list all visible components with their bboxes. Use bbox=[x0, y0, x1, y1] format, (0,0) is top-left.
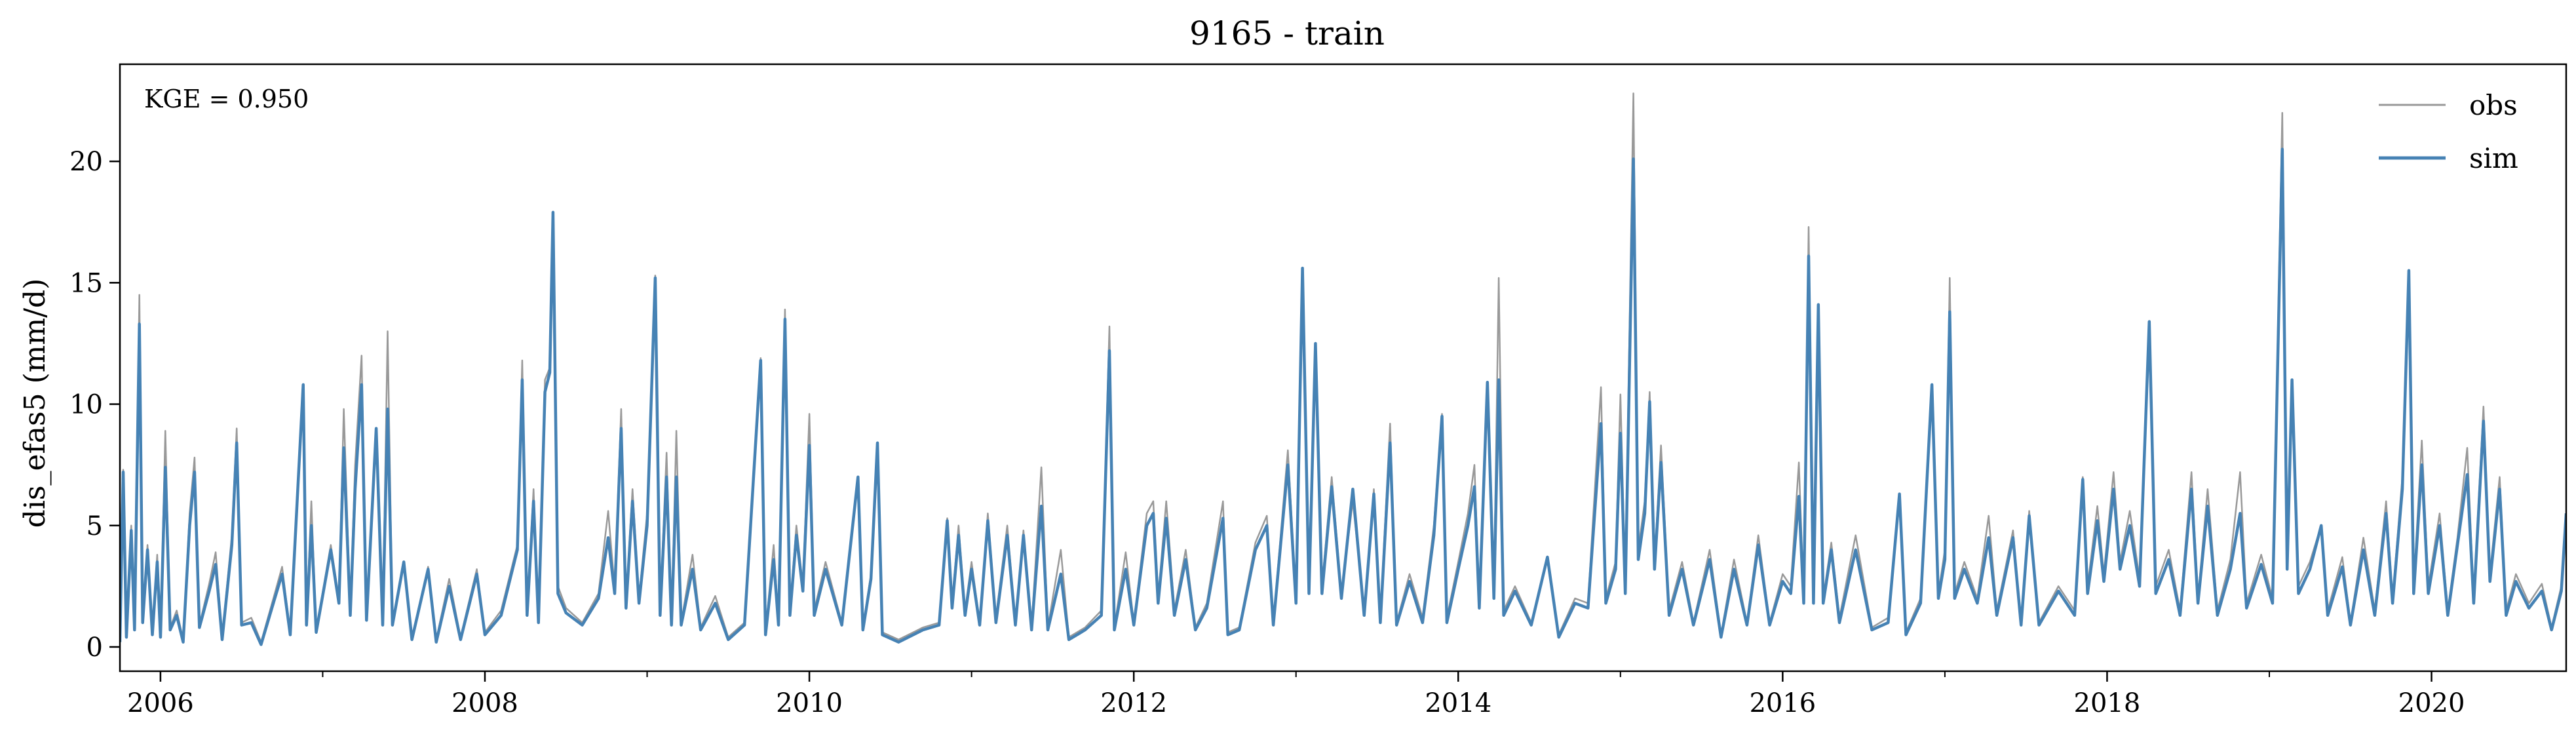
x-tick-label: 2014 bbox=[1425, 688, 1491, 718]
chart-title: 9165 - train bbox=[1189, 14, 1385, 52]
y-axis: 0 5 10 15 20 bbox=[69, 147, 120, 663]
kge-annotation: KGE = 0.950 bbox=[144, 85, 309, 113]
x-tick-label: 2016 bbox=[1749, 688, 1816, 718]
y-axis-label: dis_efas5 (mm/d) bbox=[18, 279, 52, 528]
series-layer bbox=[120, 92, 2566, 646]
legend: obs sim bbox=[2379, 89, 2518, 174]
legend-label-obs: obs bbox=[2469, 89, 2518, 121]
y-tick-label: 20 bbox=[69, 147, 103, 177]
plot-area: 2006 2008 2010 2012 2014 2016 2018 2020 0 5 10 15 2… bbox=[69, 63, 2567, 718]
x-tick-label: 2018 bbox=[2074, 688, 2141, 718]
plot-frame bbox=[119, 63, 2567, 673]
series-line-sim bbox=[120, 147, 2566, 646]
y-tick-label: 0 bbox=[87, 633, 103, 663]
legend-label-sim: sim bbox=[2469, 142, 2518, 174]
y-tick-label: 10 bbox=[69, 390, 103, 420]
x-tick-label: 2010 bbox=[776, 688, 843, 718]
x-tick-label: 2008 bbox=[452, 688, 518, 718]
x-axis: 2006 2008 2010 2012 2014 2016 2018 2020 bbox=[127, 671, 2465, 718]
x-tick-label: 2006 bbox=[127, 688, 194, 718]
x-tick-label: 2012 bbox=[1100, 688, 1167, 718]
y-tick-label: 15 bbox=[69, 268, 103, 298]
x-tick-label: 2020 bbox=[2398, 688, 2465, 718]
y-tick-label: 5 bbox=[87, 511, 103, 541]
